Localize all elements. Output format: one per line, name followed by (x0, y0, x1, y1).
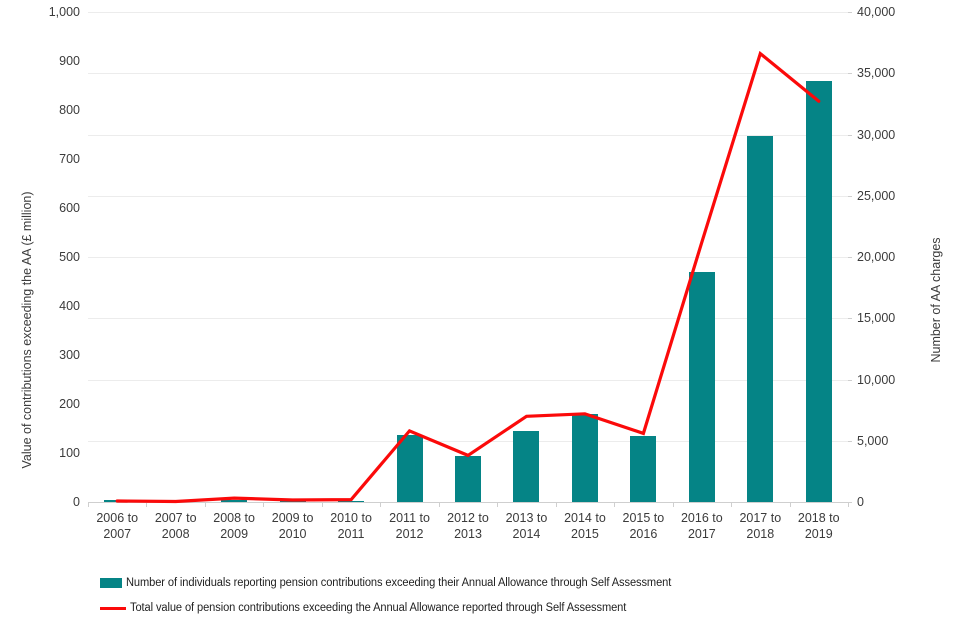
bar (104, 500, 131, 502)
x-axis-tick (731, 503, 733, 507)
bar (279, 500, 306, 502)
left-axis-tick-label: 700 (59, 152, 80, 166)
x-axis-tick (321, 503, 323, 507)
x-axis-tick (497, 503, 499, 507)
x-axis-tick (146, 503, 148, 507)
x-axis-label: 2017 to 2018 (739, 511, 782, 541)
bar (630, 435, 657, 502)
legend-item-line-series: Total value of pension contributions exc… (100, 602, 691, 614)
x-axis-tick (263, 503, 265, 507)
gridline (88, 440, 848, 442)
x-axis-label: 2010 to 2011 (330, 511, 372, 541)
x-axis-label: 2007 to 2008 (154, 511, 197, 541)
bar (162, 501, 189, 502)
bar (221, 499, 248, 502)
line-series-swatch (100, 606, 126, 610)
x-axis-label: 2012 to 2013 (447, 511, 489, 541)
bar (571, 413, 598, 502)
right-axis-tick (848, 134, 852, 136)
x-axis-label: 2011 to 2012 (389, 511, 430, 541)
x-axis-line (88, 502, 848, 503)
legend: Number of individuals reporting pension … (100, 577, 691, 627)
bar (338, 500, 365, 502)
left-axis-tick-label: 200 (59, 397, 80, 411)
gridline (88, 379, 848, 381)
x-axis-tick (555, 503, 557, 507)
right-axis-tick (848, 12, 852, 13)
gridline (88, 73, 848, 75)
bar (455, 456, 481, 502)
left-axis-tick-label: 1,000 (48, 5, 80, 19)
right-axis-tick (848, 440, 852, 442)
x-axis-label: 2008 to 2009 (213, 511, 255, 541)
left-axis-tick-label: 500 (59, 250, 80, 264)
x-axis-label: 2014 to 2015 (564, 511, 606, 541)
bar (747, 135, 774, 502)
right-axis-tick-label: 30,000 (857, 127, 896, 142)
right-axis-tick-label: 15,000 (857, 311, 896, 326)
right-axis-tick (848, 257, 852, 258)
bar (688, 271, 715, 502)
x-axis-label: 2015 to 2016 (622, 511, 665, 541)
right-axis-tick-label: 25,000 (857, 188, 896, 203)
left-axis-tick-label: 600 (59, 201, 80, 215)
bar (396, 434, 423, 502)
x-axis-tick (204, 503, 206, 507)
left-axis-tick-label: 100 (59, 446, 80, 460)
x-axis-label: 2018 to 2019 (797, 511, 840, 541)
x-axis-tick (380, 503, 382, 507)
left-axis-tick-label: 0 (73, 495, 80, 509)
right-axis-tick-label: 5,000 (857, 433, 889, 448)
x-axis-tick (848, 503, 849, 507)
right-axis-tick-label: 0 (857, 495, 864, 509)
x-axis-label: 2009 to 2010 (271, 511, 314, 541)
left-axis-tick-label: 400 (59, 299, 80, 313)
x-axis-tick (789, 503, 791, 507)
gridline (88, 134, 848, 136)
x-axis-tick (88, 503, 89, 507)
right-axis-tick (848, 195, 852, 197)
x-axis-label: 2013 to 2014 (505, 511, 548, 541)
right-axis-tick (848, 318, 852, 320)
left-axis-tick-label: 300 (59, 348, 80, 362)
left-axis-tick-label: 900 (59, 54, 80, 68)
bar (805, 81, 832, 502)
right-axis-tick (848, 379, 852, 381)
x-axis-label: 2006 to 2007 (96, 511, 139, 541)
gridline (88, 318, 848, 320)
gridline (88, 12, 848, 13)
x-axis-tick (672, 503, 674, 507)
legend-item-bar-series: Number of individuals reporting pension … (100, 577, 691, 589)
right-axis-tick-label: 35,000 (857, 66, 896, 81)
left-axis-tick-label: 800 (59, 103, 80, 117)
bar-series-swatch (100, 578, 122, 588)
right-axis-tick-label: 40,000 (857, 5, 896, 19)
bar (513, 430, 540, 502)
x-axis-label: 2016 to 2017 (680, 511, 723, 541)
gridline (88, 257, 848, 258)
right-axis-tick (848, 73, 852, 75)
right-axis-tick-label: 20,000 (857, 250, 896, 264)
gridline (88, 195, 848, 197)
right-axis-tick-label: 10,000 (857, 372, 896, 387)
line-series-label: Total value of pension contributions exc… (130, 602, 627, 614)
bar-series-label: Number of individuals reporting pension … (126, 577, 672, 589)
x-axis-tick (614, 503, 616, 507)
x-axis-tick (438, 503, 440, 507)
right-axis-tick (848, 502, 852, 503)
